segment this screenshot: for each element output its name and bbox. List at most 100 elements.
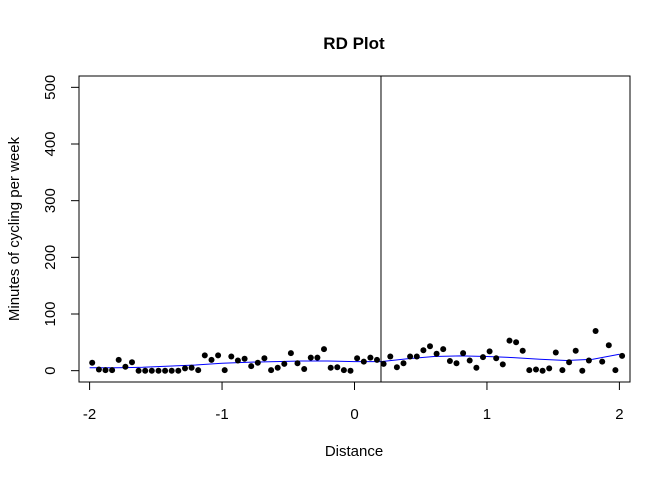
fit-line-right: [380, 353, 620, 363]
data-point: [208, 356, 215, 363]
data-point: [440, 346, 447, 353]
data-point: [585, 357, 592, 364]
data-point: [400, 360, 407, 367]
data-point: [261, 355, 268, 362]
data-point: [122, 363, 129, 370]
data-point: [446, 358, 453, 364]
data-points: [89, 328, 626, 374]
data-point: [340, 367, 347, 374]
data-point: [453, 360, 460, 367]
data-point: [552, 349, 559, 356]
data-point: [314, 354, 321, 361]
data-point: [413, 353, 420, 360]
data-point: [102, 367, 109, 374]
data-point: [374, 356, 380, 363]
data-point: [287, 350, 294, 357]
data-point: [109, 367, 116, 374]
y-tick-label: 400: [42, 131, 59, 156]
fit-lines: [89, 353, 620, 369]
data-point: [572, 347, 579, 354]
data-point: [307, 354, 314, 361]
x-tick-label: -1: [215, 406, 228, 423]
y-tick-label: 0: [42, 366, 59, 374]
data-point: [135, 367, 142, 374]
data-point: [175, 367, 182, 374]
data-point: [188, 364, 195, 371]
plot-box: [78, 75, 631, 383]
data-point: [360, 358, 367, 365]
x-tick-label: 2: [615, 406, 623, 423]
data-point: [254, 359, 261, 366]
data-point: [466, 357, 473, 364]
data-point: [215, 352, 222, 359]
data-point: [612, 367, 619, 374]
data-point: [129, 359, 135, 366]
data-point: [393, 364, 400, 371]
data-point: [579, 367, 586, 374]
data-point: [499, 361, 506, 368]
data-point: [248, 363, 255, 370]
data-point: [321, 346, 327, 353]
data-point: [433, 350, 440, 357]
y-axis: 0 100 200 300 400 500: [42, 75, 80, 375]
data-point: [380, 360, 387, 367]
data-point: [519, 347, 526, 354]
data-point: [274, 364, 281, 371]
data-point: [427, 343, 433, 350]
data-point: [407, 353, 414, 360]
data-point: [195, 367, 202, 374]
data-point: [354, 355, 361, 362]
data-point: [327, 364, 334, 371]
x-tick-label: -2: [83, 406, 96, 423]
data-point: [367, 354, 374, 361]
data-point: [162, 367, 169, 374]
data-point: [148, 367, 155, 374]
data-point: [301, 366, 308, 372]
data-point: [599, 358, 606, 365]
data-point: [546, 365, 553, 372]
data-point: [228, 353, 235, 360]
data-point: [115, 356, 122, 363]
x-axis-label: Distance: [325, 443, 383, 460]
data-point: [182, 365, 188, 372]
data-point: [486, 348, 493, 355]
x-tick-label: 0: [350, 406, 358, 423]
data-point: [526, 367, 533, 374]
data-point: [95, 366, 102, 373]
x-tick-label: 1: [483, 406, 491, 423]
y-axis-label: Minutes of cycling per week: [6, 136, 23, 321]
chart-title: RD Plot: [323, 34, 385, 53]
data-point: [506, 337, 513, 344]
fit-line-left: [89, 360, 381, 369]
y-tick-label: 200: [42, 245, 59, 270]
x-axis: -2 -1 0 1 2: [83, 381, 624, 423]
data-point: [420, 347, 427, 354]
data-point: [201, 352, 208, 359]
data-point: [493, 355, 500, 362]
data-point: [566, 359, 573, 366]
data-point: [539, 367, 546, 374]
data-point: [241, 355, 248, 362]
data-point: [155, 367, 162, 374]
data-point: [89, 359, 96, 366]
y-tick-label: 300: [42, 188, 59, 213]
data-point: [592, 328, 599, 334]
data-point: [347, 367, 354, 374]
data-point: [142, 367, 149, 374]
data-point: [268, 367, 275, 374]
data-point: [294, 360, 301, 367]
data-point: [480, 354, 486, 361]
data-point: [234, 357, 241, 364]
data-point: [281, 360, 288, 367]
data-point: [334, 364, 341, 371]
y-tick-label: 100: [42, 301, 59, 326]
data-point: [533, 366, 539, 373]
data-point: [619, 352, 626, 359]
y-tick-label: 500: [42, 75, 59, 100]
data-point: [460, 350, 467, 357]
data-point: [513, 339, 520, 346]
data-point: [221, 367, 228, 374]
data-point: [559, 367, 566, 374]
data-point: [387, 353, 394, 360]
